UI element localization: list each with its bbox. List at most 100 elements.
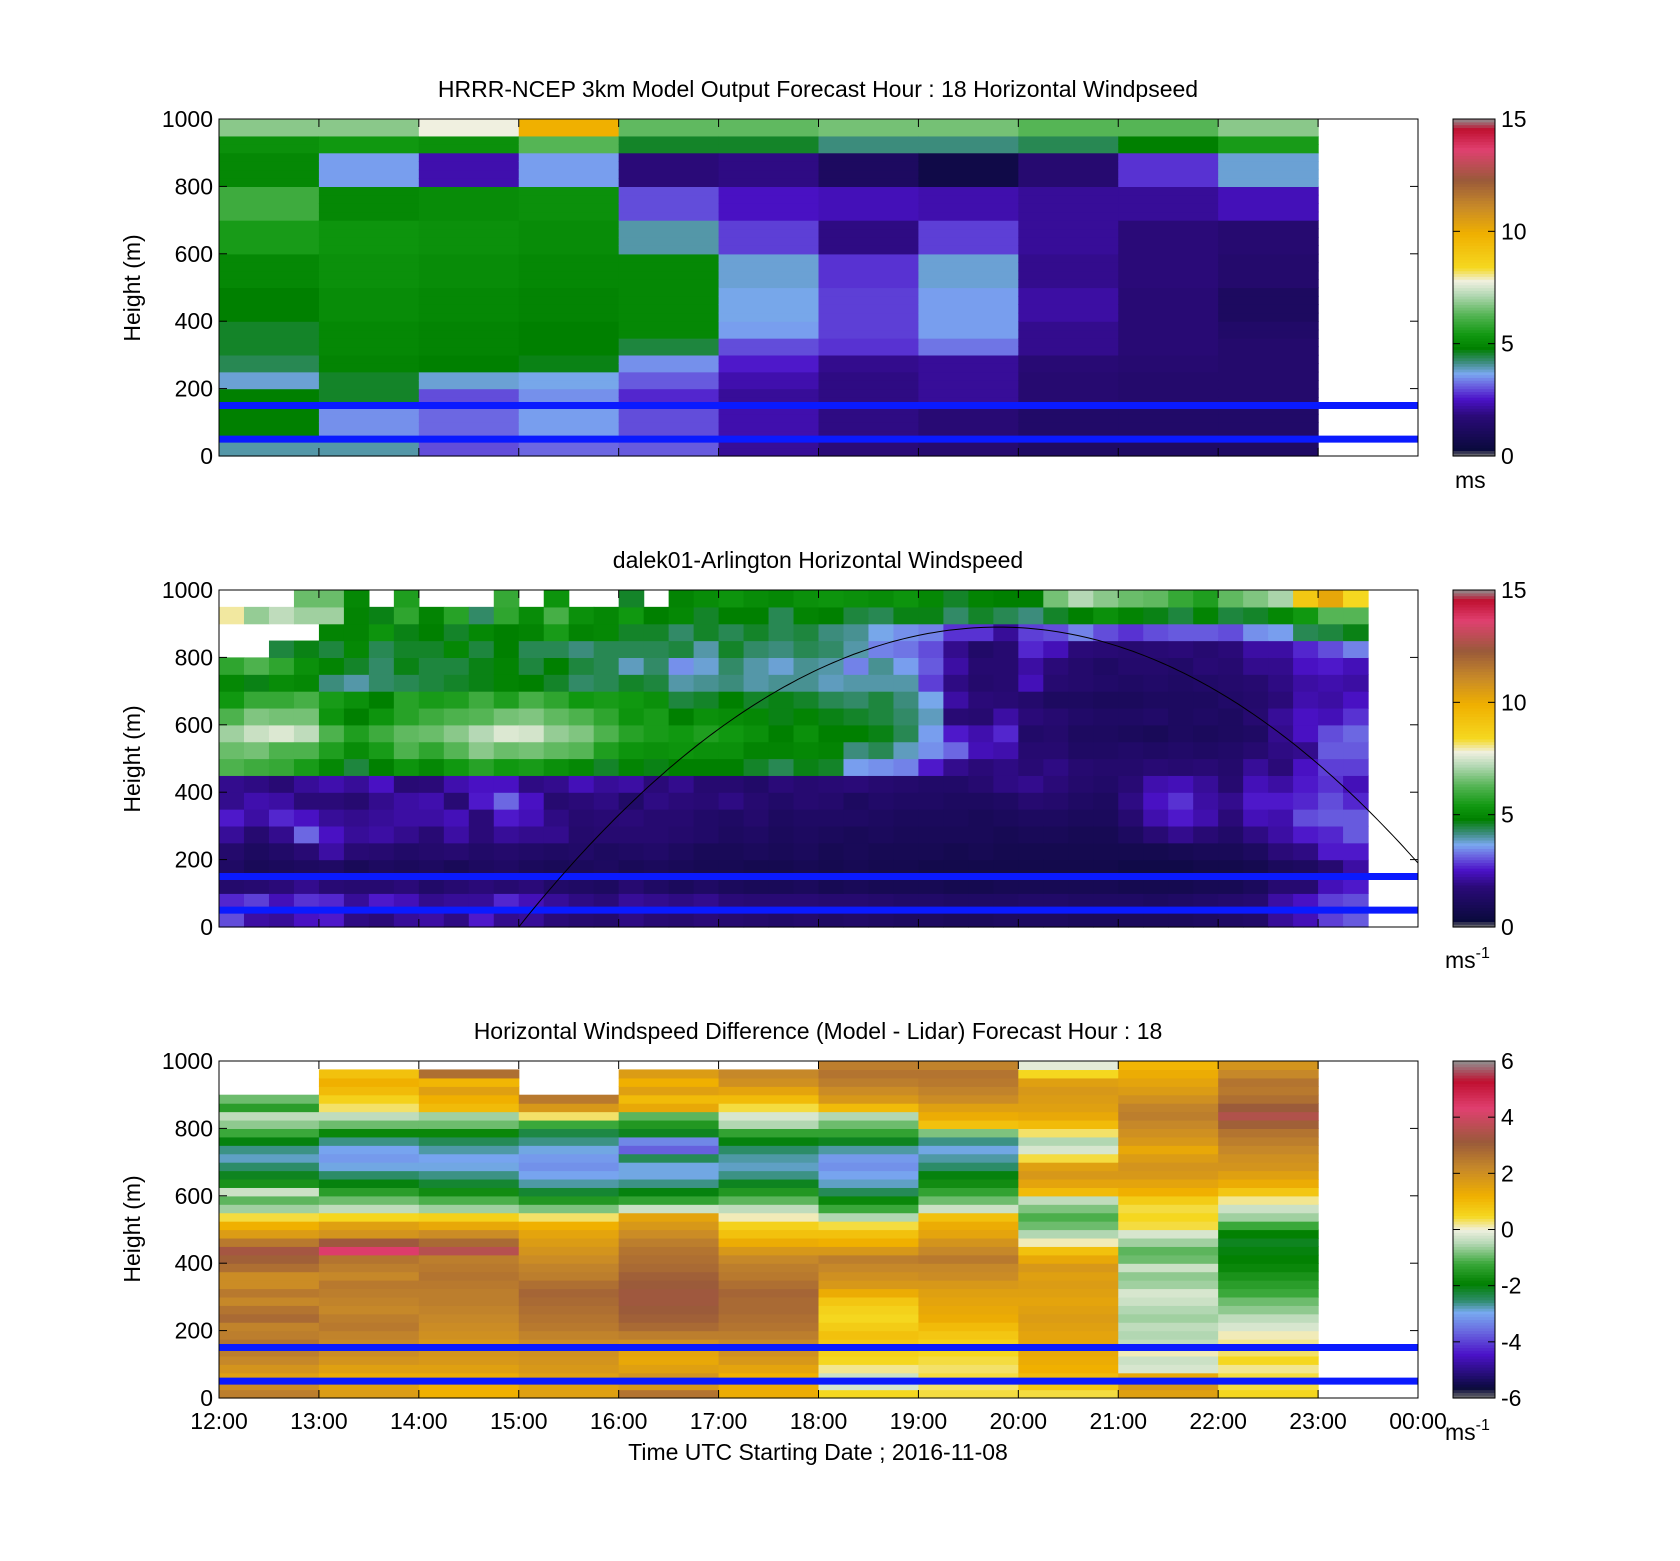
- heatmap-cell: [219, 1111, 320, 1121]
- heatmap-cell: [1018, 1322, 1119, 1332]
- heatmap-cell: [1018, 1145, 1119, 1155]
- heatmap-cell: [393, 859, 420, 878]
- heatmap-cell: [219, 1229, 320, 1239]
- heatmap-cell: [718, 1271, 820, 1281]
- heatmap-cell: [1168, 876, 1194, 894]
- heatmap-cell: [1218, 1372, 1319, 1382]
- colorbar-segment: [1453, 304, 1495, 308]
- heatmap-cell: [219, 1322, 320, 1332]
- colorbar-segment: [1453, 298, 1495, 303]
- heatmap-cell: [768, 606, 795, 625]
- heatmap-cell: [643, 657, 670, 675]
- lidar-windspeed-panel: dalek01-Arlington Horizontal Windspeed 0…: [119, 547, 1527, 973]
- heatmap-cell: [1218, 127, 1319, 137]
- colorbar-segment: [1453, 747, 1495, 751]
- heatmap-cell: [1018, 321, 1119, 331]
- heatmap-cell: [518, 346, 620, 356]
- heatmap-cell: [1218, 177, 1319, 187]
- heatmap-cell: [668, 893, 695, 911]
- heatmap-cell: [393, 691, 420, 709]
- colorbar-segment: [1453, 1117, 1495, 1121]
- colorbar-segment: [1453, 206, 1495, 210]
- colorbar-segment: [1453, 915, 1495, 920]
- heatmap-cell: [418, 1263, 520, 1273]
- heatmap-cell: [318, 1069, 420, 1079]
- heatmap-cell: [518, 397, 620, 407]
- heatmap-cell: [768, 623, 795, 642]
- heatmap-cell: [493, 775, 520, 793]
- heatmap-cell: [1043, 606, 1069, 625]
- heatmap-cell: [918, 329, 1019, 339]
- heatmap-cell: [768, 741, 795, 760]
- heatmap-cell: [1218, 1305, 1319, 1315]
- heatmap-cell: [718, 194, 820, 204]
- heatmap-cell: [1268, 674, 1294, 692]
- colorbar-segment: [1453, 281, 1495, 286]
- heatmap-cell: [1168, 657, 1194, 675]
- colorbar-segment: [1453, 158, 1495, 162]
- heatmap-cell: [1018, 1263, 1119, 1273]
- heatmap-cell: [818, 1221, 920, 1231]
- heatmap-cell: [818, 707, 845, 726]
- heatmap-cell: [219, 825, 245, 844]
- heatmap-cell: [219, 152, 320, 162]
- heatmap-cell: [343, 809, 370, 827]
- colorbar-segment: [1453, 161, 1495, 165]
- heatmap-cell: [593, 640, 620, 658]
- y-tick-label: 0: [200, 443, 213, 469]
- heatmap-cell: [618, 304, 720, 314]
- heatmap-cell: [918, 186, 1019, 196]
- heatmap-cell: [868, 674, 895, 692]
- heatmap-cell: [219, 447, 320, 457]
- heatmap-cell: [818, 1305, 920, 1315]
- heatmap-cell: [1143, 859, 1169, 878]
- colorbar-segment: [1453, 1080, 1495, 1085]
- heatmap-cell: [518, 1187, 620, 1197]
- y-tick-label: 200: [175, 376, 213, 402]
- heatmap-cell: [643, 775, 670, 793]
- heatmap-cell: [1018, 1162, 1119, 1172]
- heatmap-cell: [1018, 809, 1044, 827]
- heatmap-cell: [818, 1330, 920, 1340]
- heatmap-cell: [243, 792, 270, 810]
- y-axis-label: Height (m): [119, 234, 145, 341]
- heatmap-cell: [268, 606, 295, 625]
- heatmap-cell: [618, 1221, 720, 1231]
- heatmap-cell: [318, 1389, 420, 1399]
- heatmap-cell: [693, 825, 720, 844]
- heatmap-cell: [418, 1355, 520, 1365]
- colorbar-segment: [1453, 674, 1495, 678]
- heatmap-cell: [1018, 371, 1119, 381]
- heatmap-cell: [618, 1086, 720, 1096]
- heatmap-cells: [219, 119, 1319, 457]
- heatmap-cell: [618, 1229, 720, 1239]
- colorbar-segment: [1453, 912, 1495, 917]
- heatmap-cell: [418, 346, 520, 356]
- heatmap-cell: [493, 590, 520, 608]
- colorbar-segment: [1453, 688, 1495, 692]
- colorbar-segment: [1453, 203, 1495, 207]
- heatmap-cell: [718, 363, 820, 373]
- heatmap-cell: [318, 1237, 420, 1247]
- heatmap-cell: [318, 203, 420, 213]
- heatmap-cell: [1218, 1355, 1319, 1365]
- heatmap-cell: [1343, 859, 1369, 878]
- heatmap-cell: [818, 1237, 920, 1247]
- heatmap-cell: [1093, 842, 1119, 861]
- colorbar-segment: [1453, 1204, 1495, 1208]
- heatmap-cell: [1018, 893, 1044, 911]
- colorbar-segment: [1453, 623, 1495, 628]
- heatmap-cell: [219, 1271, 320, 1281]
- heatmap-cell: [1043, 674, 1069, 692]
- heatmap-cell: [418, 1204, 520, 1214]
- heatmap-cell: [493, 623, 520, 642]
- heatmap-cell: [718, 876, 745, 894]
- colorbar-segment: [1453, 1358, 1495, 1363]
- heatmap-cell: [343, 775, 370, 793]
- heatmap-cell: [1043, 859, 1069, 878]
- x-tick-label: 15:00: [490, 1408, 548, 1434]
- colorbar-segment: [1453, 262, 1495, 266]
